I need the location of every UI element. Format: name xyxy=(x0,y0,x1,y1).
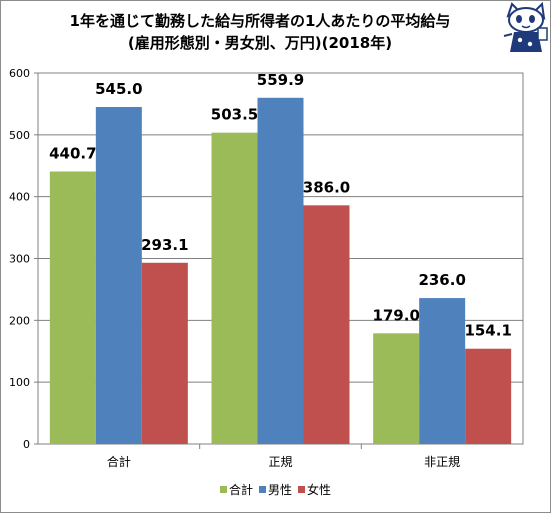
legend-item: 合計 xyxy=(219,481,253,498)
data-label: 154.1 xyxy=(464,322,511,340)
chart-title: 1年を通じて勤務した給与所得者の1人あたりの平均給与 (雇用形態別・男女別、万円… xyxy=(40,10,480,54)
data-label: 545.0 xyxy=(95,80,142,98)
cat-mascot-logo xyxy=(503,2,548,52)
y-tick-label: 600 xyxy=(9,67,30,80)
data-label: 559.9 xyxy=(257,71,304,89)
data-label: 440.7 xyxy=(49,145,96,163)
data-label: 503.5 xyxy=(211,106,258,124)
y-tick-label: 400 xyxy=(9,191,30,204)
bar-合計-合計 xyxy=(49,171,96,445)
data-label: 179.0 xyxy=(372,306,419,324)
legend-label: 合計 xyxy=(228,483,253,497)
legend-label: 男性 xyxy=(267,483,292,497)
legend-item: 女性 xyxy=(298,481,331,498)
x-tick-label: 合計 xyxy=(107,454,131,469)
chart-title-line2: (雇用形態別・男女別、万円)(2018年) xyxy=(127,34,393,52)
bar-男性-合計 xyxy=(95,107,142,444)
legend-label: 女性 xyxy=(307,483,332,497)
legend: 合計 男性 女性 xyxy=(0,481,551,498)
bar-女性-合計 xyxy=(141,262,188,444)
legend-swatch xyxy=(219,486,227,493)
x-tick-label: 非正規 xyxy=(424,454,460,469)
y-tick-label: 0 xyxy=(23,438,30,451)
y-tick-label: 200 xyxy=(9,314,30,327)
chart-title-line1: 1年を通じて勤務した給与所得者の1人あたりの平均給与 xyxy=(69,12,451,30)
bar-合計-正規 xyxy=(211,132,258,444)
y-tick-label: 500 xyxy=(9,129,30,142)
data-label: 293.1 xyxy=(141,236,188,254)
data-label: 386.0 xyxy=(303,178,350,196)
y-tick-label: 300 xyxy=(9,253,30,266)
bar-合計-非正規 xyxy=(373,333,420,444)
legend-item: 男性 xyxy=(258,481,292,498)
bar-男性-正規 xyxy=(257,97,304,444)
data-label: 236.0 xyxy=(418,271,465,289)
bar-女性-正規 xyxy=(303,205,350,444)
x-tick-label: 正規 xyxy=(268,454,292,469)
y-tick-label: 100 xyxy=(9,376,30,389)
bar-男性-非正規 xyxy=(419,298,466,444)
legend-swatch xyxy=(298,486,305,493)
legend-swatch xyxy=(258,486,266,493)
bar-女性-非正規 xyxy=(465,348,512,444)
